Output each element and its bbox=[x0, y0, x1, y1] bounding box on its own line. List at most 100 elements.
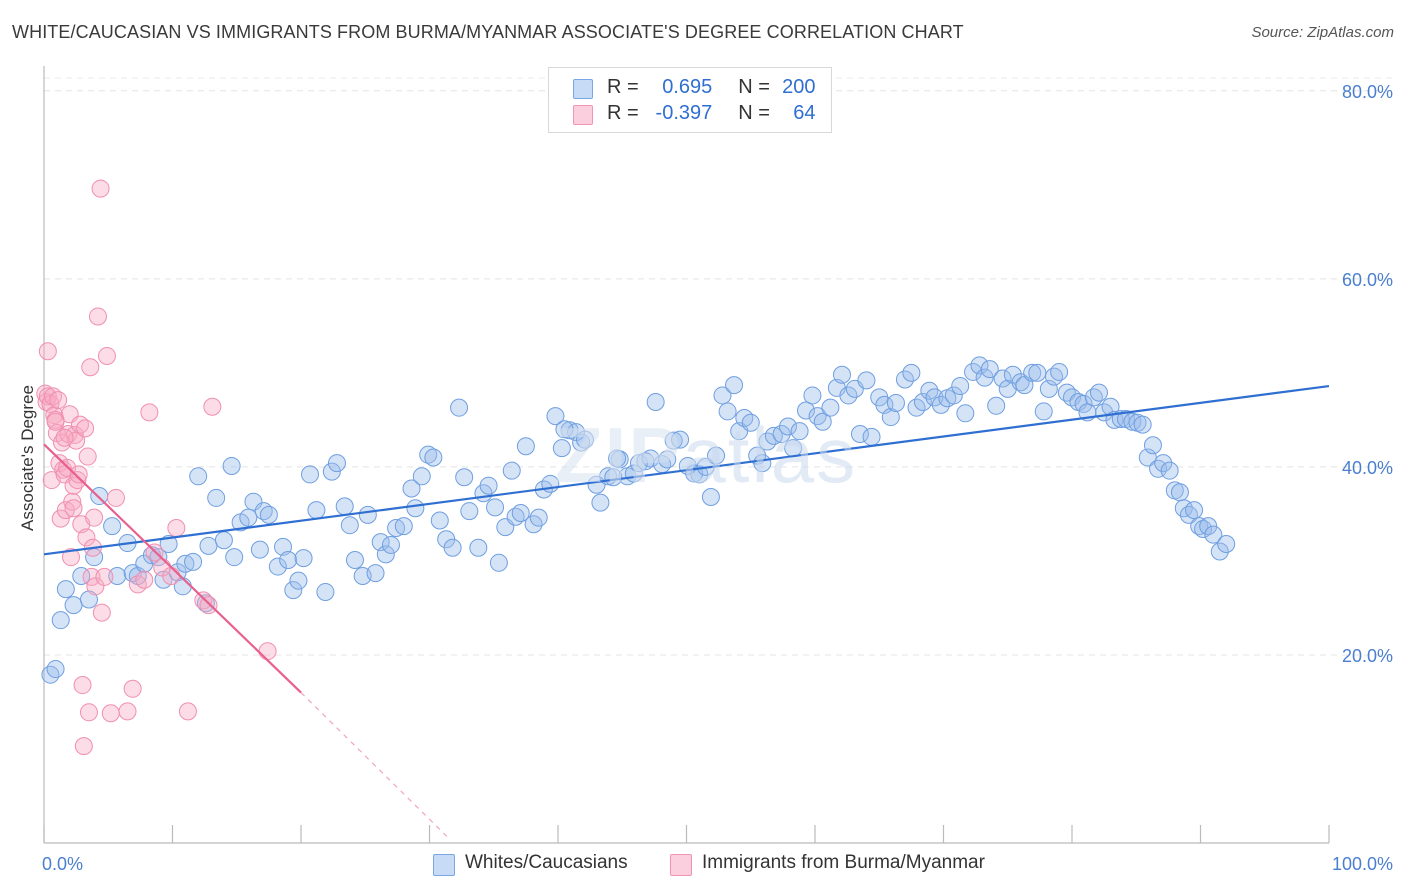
data-point-whites bbox=[300, 465, 319, 484]
data-point-burma bbox=[86, 577, 105, 596]
data-point-whites bbox=[741, 413, 760, 432]
legend-r-value: 0.695 bbox=[662, 76, 713, 98]
legend-swatch-burma bbox=[573, 105, 593, 125]
data-point-whites bbox=[79, 590, 98, 609]
data-point-whites bbox=[560, 421, 579, 440]
data-point-burma bbox=[95, 567, 114, 586]
legend-r-value: -0.397 bbox=[655, 102, 713, 124]
data-point-whites bbox=[284, 581, 303, 600]
data-point-whites bbox=[664, 431, 683, 450]
data-point-whites bbox=[1199, 517, 1218, 536]
data-point-whites bbox=[813, 412, 832, 431]
data-point-whites bbox=[279, 550, 298, 569]
data-point-whites bbox=[1210, 542, 1229, 561]
data-point-burma bbox=[199, 596, 218, 615]
data-point-whites bbox=[469, 538, 488, 557]
data-point-whites bbox=[1154, 454, 1173, 473]
data-point-burma bbox=[258, 642, 277, 661]
watermark: ZIPatlas bbox=[555, 410, 857, 501]
y-tick-label: 60.0% bbox=[1342, 270, 1393, 290]
data-point-whites bbox=[51, 611, 70, 630]
data-point-whites bbox=[450, 398, 469, 417]
series-legend: Whites/Caucasians Immigrants from Burma/… bbox=[0, 852, 1406, 878]
data-point-burma bbox=[178, 702, 197, 721]
data-point-whites bbox=[516, 437, 535, 456]
data-point-whites bbox=[259, 505, 278, 524]
legend-row-burma: R = -0.397 N = 64 bbox=[573, 102, 816, 126]
watermark-light: atlas bbox=[682, 411, 858, 499]
data-point-whites bbox=[951, 377, 970, 396]
data-point-whites bbox=[779, 417, 798, 436]
data-point-whites bbox=[222, 456, 241, 475]
data-point-whites bbox=[552, 439, 571, 458]
data-point-whites bbox=[1149, 459, 1168, 478]
y-tick-label: 20.0% bbox=[1342, 646, 1393, 666]
data-point-whites bbox=[839, 386, 858, 405]
data-point-whites bbox=[881, 408, 900, 427]
legend-row-whites: R = 0.695 N = 200 bbox=[573, 76, 816, 100]
data-point-whites bbox=[862, 427, 881, 446]
data-point-whites bbox=[886, 393, 905, 412]
trend-line-whites bbox=[43, 384, 1330, 556]
data-point-whites bbox=[511, 503, 530, 522]
data-point-whites bbox=[196, 594, 215, 613]
data-point-whites bbox=[555, 420, 574, 439]
data-point-burma bbox=[140, 403, 159, 422]
data-point-whites bbox=[289, 571, 308, 590]
y-tick-label: 80.0% bbox=[1342, 82, 1393, 102]
data-point-burma bbox=[61, 548, 80, 567]
data-point-burma bbox=[77, 528, 96, 547]
data-point-whites bbox=[913, 393, 932, 412]
data-point-whites bbox=[975, 368, 994, 387]
data-point-whites bbox=[850, 424, 869, 443]
data-point-whites bbox=[1204, 525, 1223, 544]
data-point-whites bbox=[394, 517, 413, 536]
data-point-burma bbox=[49, 391, 68, 410]
data-point-whites bbox=[239, 508, 258, 527]
data-point-whites bbox=[402, 479, 421, 498]
data-point-burma bbox=[162, 566, 181, 585]
data-point-burma bbox=[64, 499, 83, 518]
data-point-burma bbox=[135, 570, 154, 589]
chart-title: WHITE/CAUCASIAN VS IMMIGRANTS FROM BURMA… bbox=[12, 22, 964, 42]
data-point-whites bbox=[412, 467, 431, 486]
x-tick-label: 0.0% bbox=[42, 854, 83, 874]
legend-n-label: N = bbox=[738, 76, 776, 98]
data-point-burma bbox=[51, 509, 70, 528]
data-point-burma bbox=[55, 428, 74, 447]
data-point-whites bbox=[1217, 535, 1236, 554]
data-point-burma bbox=[65, 425, 84, 444]
x-tick-label: 100.0% bbox=[1332, 854, 1393, 874]
series-burma-points bbox=[36, 179, 277, 756]
data-point-burma bbox=[91, 179, 110, 198]
data-point-whites bbox=[725, 376, 744, 395]
watermark-bold: ZIP bbox=[555, 411, 683, 499]
data-point-whites bbox=[987, 396, 1006, 415]
data-point-whites bbox=[316, 582, 335, 601]
data-point-whites bbox=[189, 467, 208, 486]
data-point-burma bbox=[69, 465, 88, 484]
data-point-whites bbox=[1023, 363, 1042, 382]
data-point-burma bbox=[203, 397, 222, 416]
data-point-whites bbox=[803, 386, 822, 405]
data-point-whites bbox=[489, 553, 508, 572]
data-point-burma bbox=[38, 387, 57, 406]
data-point-whites bbox=[430, 511, 449, 530]
data-point-whites bbox=[207, 488, 226, 507]
data-point-whites bbox=[604, 468, 623, 487]
legend-swatch-whites bbox=[573, 79, 593, 99]
legend-n-label: N = bbox=[738, 102, 776, 124]
data-point-whites bbox=[502, 461, 521, 480]
data-point-burma bbox=[63, 492, 82, 511]
y-tick-label: 40.0% bbox=[1342, 458, 1393, 478]
data-point-whites bbox=[376, 545, 395, 564]
data-point-whites bbox=[1089, 383, 1108, 402]
data-point-whites bbox=[1123, 412, 1142, 431]
data-point-burma bbox=[92, 603, 111, 622]
legend-r-label: R = bbox=[607, 76, 645, 98]
data-point-whites bbox=[857, 371, 876, 390]
data-point-whites bbox=[713, 386, 732, 405]
data-point-whites bbox=[701, 487, 720, 506]
data-point-whites bbox=[307, 501, 326, 520]
